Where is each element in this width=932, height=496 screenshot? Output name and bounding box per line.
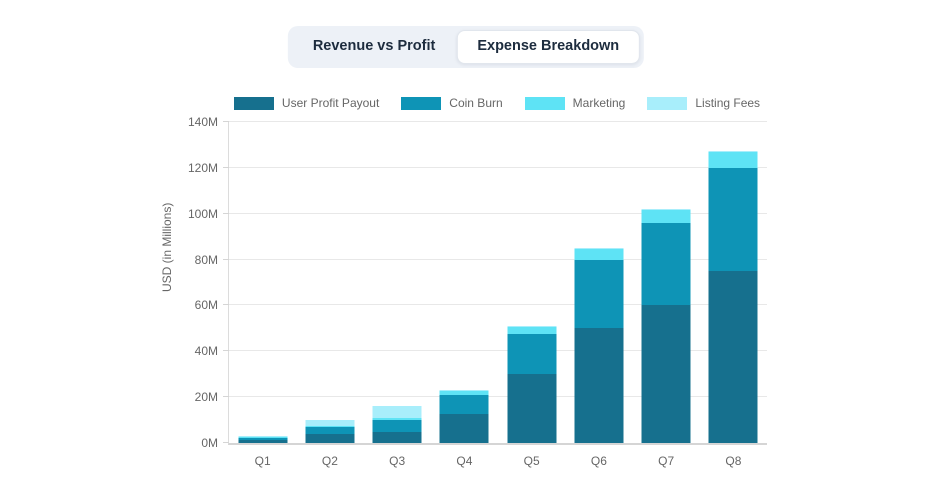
- bar-segment-q8-user-profit-payout[interactable]: [708, 271, 758, 443]
- y-tick-label: 120M: [187, 160, 218, 175]
- x-tick-label-q3: Q3: [389, 454, 406, 468]
- legend-swatch-icon: [647, 96, 688, 110]
- bar-segment-q6-listing-fees[interactable]: [574, 248, 624, 250]
- bar-segment-q8-listing-fees[interactable]: [708, 150, 758, 152]
- x-tick-label-q5: Q5: [523, 454, 540, 468]
- bar-segment-q3-listing-fees[interactable]: [372, 406, 422, 418]
- y-tick-mark: [223, 212, 229, 214]
- bar-segment-q4-marketing[interactable]: [439, 391, 489, 395]
- gridline: [229, 121, 767, 122]
- legend-label: Coin Burn: [449, 96, 503, 110]
- bar-segment-q8-marketing[interactable]: [708, 151, 758, 168]
- bar-segment-q2-coin-burn[interactable]: [305, 426, 355, 434]
- bar-q5: [507, 326, 557, 443]
- y-tick-mark: [223, 121, 229, 122]
- bar-q6: [574, 248, 624, 443]
- y-tick-label: 80M: [194, 252, 218, 267]
- bar-segment-q6-coin-burn[interactable]: [574, 259, 624, 329]
- gridline: [229, 212, 767, 214]
- y-tick-mark: [223, 442, 229, 443]
- bar-segment-q2-listing-fees[interactable]: [305, 420, 355, 426]
- toggle-revenue-vs-profit[interactable]: Revenue vs Profit: [292, 30, 457, 64]
- plot-area: 0M 20M 40M 60M 80M 100M 120M 140M Q1 Q2 Q3 Q4 Q5 Q6 Q7…: [188, 115, 767, 468]
- bar-segment-q4-listing-fees[interactable]: [439, 390, 489, 392]
- x-tick-label-q4: Q4: [456, 454, 473, 468]
- bar-segment-q1-user-profit-payout[interactable]: [238, 439, 288, 443]
- bar-segment-q3-coin-burn[interactable]: [372, 420, 422, 432]
- x-tick-label-q8: Q8: [725, 454, 742, 468]
- bar-segment-q2-user-profit-payout[interactable]: [305, 433, 355, 443]
- bar-segment-q3-marketing[interactable]: [372, 417, 422, 421]
- toggle-expense-breakdown[interactable]: Expense Breakdown: [456, 30, 641, 64]
- y-tick-label: 140M: [187, 115, 218, 129]
- gridline: [229, 350, 767, 352]
- x-tick-label-q1: Q1: [254, 454, 271, 468]
- legend-label: User Profit Payout: [281, 96, 380, 110]
- legend-swatch-icon: [524, 96, 565, 110]
- gridline: [229, 258, 767, 260]
- bar-segment-q3-user-profit-payout[interactable]: [372, 431, 422, 443]
- y-tick-mark: [223, 166, 229, 168]
- bar-segment-q5-listing-fees[interactable]: [507, 326, 557, 328]
- bar-segment-q1-listing-fees[interactable]: [238, 436, 288, 438]
- legend-item-user-profit-payout[interactable]: User Profit Payout: [233, 96, 380, 110]
- bar-q7: [641, 209, 691, 443]
- bar-segment-q7-user-profit-payout[interactable]: [641, 305, 691, 443]
- bar-segment-q1-coin-burn[interactable]: [238, 437, 288, 440]
- bar-segment-q7-coin-burn[interactable]: [641, 222, 691, 306]
- legend-swatch-icon: [401, 96, 442, 110]
- legend-item-coin-burn[interactable]: Coin Burn: [401, 96, 503, 110]
- y-tick-mark: [223, 396, 229, 398]
- legend-label: Listing Fees: [695, 96, 761, 110]
- bar-segment-q7-marketing[interactable]: [641, 210, 691, 223]
- bar-segment-q8-coin-burn[interactable]: [708, 167, 758, 272]
- y-tick-mark: [223, 350, 229, 352]
- bar-segment-q6-user-profit-payout[interactable]: [574, 328, 624, 443]
- y-tick-mark: [223, 304, 229, 306]
- bar-q3: [372, 406, 422, 443]
- x-tick-label-q6: Q6: [590, 454, 607, 468]
- x-tick-label-q2: Q2: [321, 454, 338, 468]
- chart-view-toggle-group: Revenue vs Profit Expense Breakdown: [287, 26, 645, 68]
- x-tick-label-q7: Q7: [658, 454, 675, 468]
- y-tick-label: 40M: [194, 344, 218, 359]
- y-tick-mark: [223, 258, 229, 260]
- y-tick-label: 60M: [194, 298, 218, 313]
- bar-segment-q5-coin-burn[interactable]: [507, 334, 557, 375]
- legend-swatch-icon: [233, 96, 274, 110]
- gridline: [229, 304, 767, 306]
- chart-legend: User Profit Payout Coin Burn Marketing List…: [228, 96, 766, 110]
- bar-q1: [238, 436, 288, 443]
- bar-segment-q4-coin-burn[interactable]: [439, 394, 489, 415]
- legend-item-listing-fees[interactable]: Listing Fees: [647, 96, 760, 110]
- legend-label: Marketing: [572, 96, 626, 110]
- bar-segment-q7-listing-fees[interactable]: [641, 209, 691, 211]
- bar-segment-q4-user-profit-payout[interactable]: [439, 414, 489, 443]
- bar-segment-q2-marketing[interactable]: [305, 425, 355, 427]
- bar-q2: [305, 420, 355, 443]
- gridline: [229, 166, 767, 168]
- y-tick-label: 0M: [201, 436, 218, 450]
- y-tick-label: 100M: [187, 206, 218, 221]
- expense-breakdown-chart: User Profit Payout Coin Burn Marketing List…: [0, 80, 932, 480]
- legend-item-marketing[interactable]: Marketing: [524, 96, 626, 110]
- bar-q4: [439, 390, 489, 443]
- gridline: [229, 396, 767, 398]
- y-tick-label: 20M: [194, 390, 218, 405]
- bar-segment-q6-marketing[interactable]: [574, 249, 624, 260]
- y-axis-title: USD (in Millions): [160, 202, 174, 292]
- bar-segment-q5-marketing[interactable]: [507, 327, 557, 335]
- bar-segment-q5-user-profit-payout[interactable]: [507, 374, 557, 443]
- bar-q8: [708, 150, 758, 443]
